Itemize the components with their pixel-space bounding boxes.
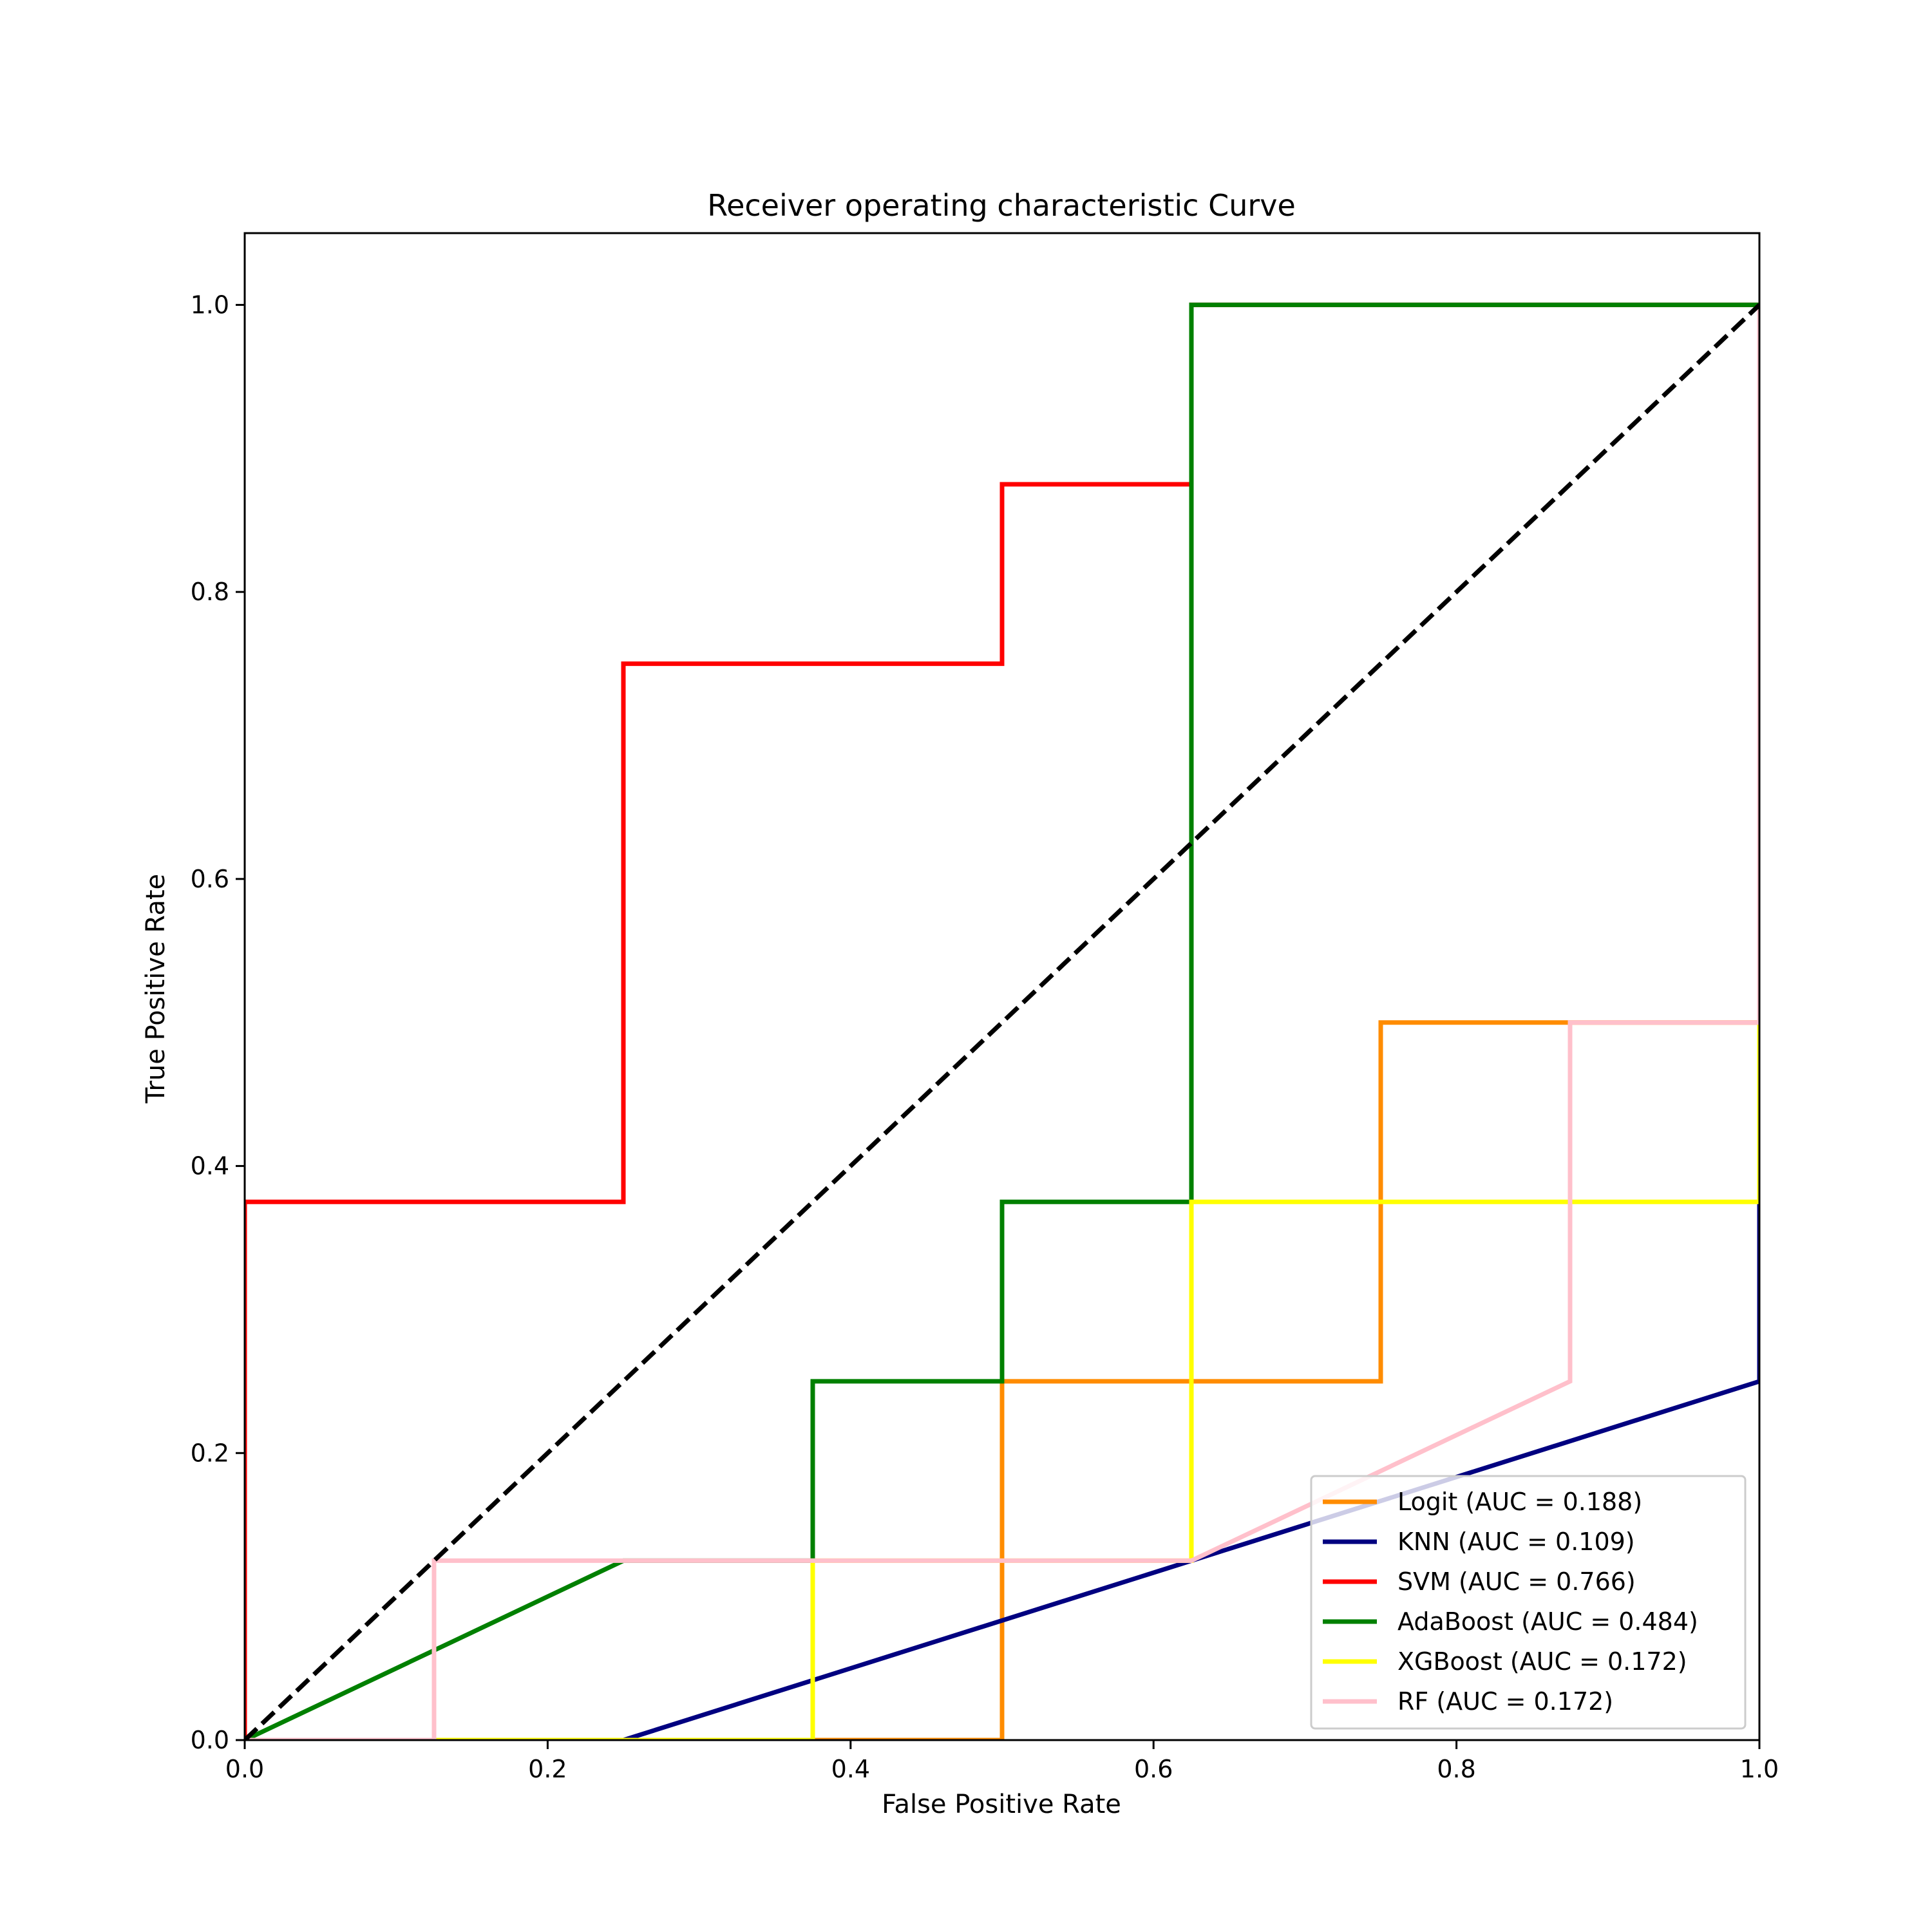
legend: Logit (AUC = 0.188) KNN (AUC = 0.109) SVM … — [1310, 1475, 1747, 1730]
y-tick-label: 1.0 — [191, 290, 229, 319]
y-tick-label: 0.6 — [191, 865, 229, 893]
y-tick-label: 0.4 — [191, 1152, 229, 1180]
y-tick-label: 0.2 — [191, 1439, 229, 1467]
x-tick-label: 1.0 — [1740, 1755, 1779, 1783]
series-group — [245, 302, 1759, 1740]
y-tick-label: 0.0 — [191, 1726, 229, 1754]
plot-area — [243, 232, 1761, 1741]
legend-label-3: AdaBoost (AUC = 0.484) — [1397, 1607, 1698, 1636]
plot-frame — [243, 232, 1761, 1741]
y-axis: 0.0 0.2 0.4 0.6 0.8 1.0 — [191, 290, 245, 1754]
x-tick-label: 0.0 — [225, 1755, 264, 1783]
x-tick-label: 0.6 — [1134, 1755, 1173, 1783]
x-tick-label: 0.8 — [1437, 1755, 1475, 1783]
y-tick-label: 0.8 — [191, 578, 229, 606]
x-tick-label: 0.2 — [528, 1755, 567, 1783]
diagonal-reference-line — [245, 303, 1759, 1740]
legend-box — [1310, 1475, 1747, 1730]
x-axis: 0.0 0.2 0.4 0.6 0.8 1.0 — [225, 1740, 1779, 1783]
x-tick-label: 0.4 — [831, 1755, 870, 1783]
x-axis-title: False Positive Rate — [882, 1790, 1121, 1819]
legend-label-4: XGBoost (AUC = 0.172) — [1397, 1647, 1687, 1676]
legend-label-5: RF (AUC = 0.172) — [1397, 1687, 1613, 1716]
series-line-0 — [245, 305, 1759, 1740]
legend-label-1: KNN (AUC = 0.109) — [1397, 1528, 1635, 1556]
series-line-5 — [245, 305, 1759, 1740]
legend-label-0: Logit (AUC = 0.188) — [1397, 1488, 1642, 1516]
legend-label-2: SVM (AUC = 0.766) — [1397, 1567, 1636, 1596]
y-axis-title: True Positive Rate — [141, 874, 171, 1104]
chart-title: Receiver operating characteristic Curve — [707, 188, 1296, 223]
